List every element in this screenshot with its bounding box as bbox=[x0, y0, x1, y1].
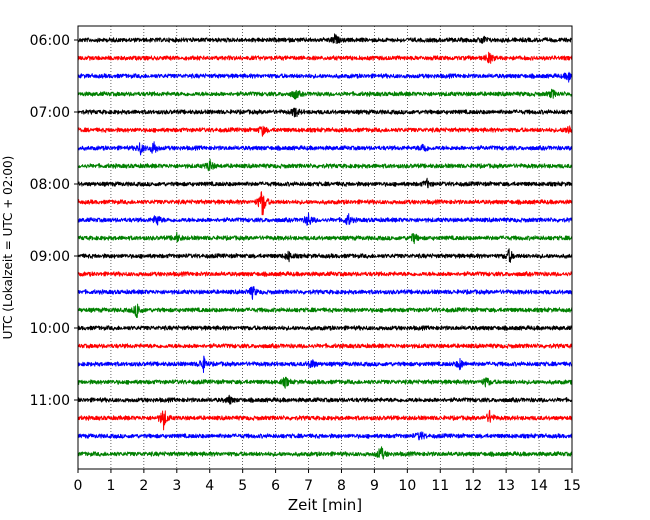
trace-1000 bbox=[77, 325, 573, 331]
x-tick-label: 2 bbox=[139, 478, 148, 494]
trace-1015 bbox=[77, 343, 573, 349]
y-tick-label: 10:00 bbox=[30, 321, 70, 337]
x-tick-label: 8 bbox=[337, 478, 346, 494]
x-axis-ticks: 0 1 2 3 4 5 6 7 8 9 10 11 12 13 14 15 bbox=[74, 469, 581, 494]
y-tick-label: 11:00 bbox=[30, 393, 70, 409]
x-tick-label: 6 bbox=[271, 478, 280, 494]
y-tick-label: 06:00 bbox=[30, 33, 70, 49]
x-tick-label: 3 bbox=[172, 478, 181, 494]
trace-0715 bbox=[77, 125, 573, 137]
x-axis-label: Zeit [min] bbox=[288, 496, 362, 514]
trace-0630 bbox=[77, 71, 573, 83]
trace-0600 bbox=[77, 33, 573, 44]
trace-0830 bbox=[77, 212, 573, 226]
vertical-gridlines bbox=[110, 26, 540, 469]
x-tick-label: 5 bbox=[238, 478, 247, 494]
x-tick-label: 10 bbox=[398, 478, 416, 494]
trace-0930 bbox=[77, 286, 573, 300]
x-tick-label: 14 bbox=[530, 478, 548, 494]
trace-1100 bbox=[77, 394, 573, 405]
y-tick-label: 07:00 bbox=[30, 105, 70, 121]
x-tick-label: 13 bbox=[497, 478, 515, 494]
x-tick-label: 12 bbox=[464, 478, 482, 494]
trace-0915 bbox=[77, 271, 573, 277]
trace-0800 bbox=[77, 177, 573, 189]
y-tick-label: 09:00 bbox=[30, 249, 70, 265]
trace-1030 bbox=[77, 355, 573, 373]
x-tick-label: 9 bbox=[370, 478, 379, 494]
x-tick-label: 1 bbox=[106, 478, 115, 494]
trace-1045 bbox=[77, 376, 573, 389]
x-tick-label: 11 bbox=[431, 478, 449, 494]
trace-0730 bbox=[77, 141, 573, 156]
y-axis-ticks: 06:00 07:00 08:00 09:00 10:00 11:00 bbox=[30, 33, 78, 409]
trace-0845 bbox=[77, 231, 573, 245]
trace-0615 bbox=[77, 51, 573, 64]
y-tick-label: 08:00 bbox=[30, 177, 70, 193]
x-tick-label: 0 bbox=[74, 478, 83, 494]
x-tick-label: 7 bbox=[304, 478, 313, 494]
trace-0945 bbox=[77, 303, 573, 318]
trace-0700 bbox=[77, 107, 573, 118]
trace-0745 bbox=[77, 158, 573, 172]
y-axis-label: UTC (Lokalzeit = UTC + 02:00) bbox=[1, 156, 15, 340]
trace-0815 bbox=[77, 191, 573, 216]
trace-1130 bbox=[77, 431, 573, 441]
trace-0645 bbox=[77, 88, 573, 100]
trace-lines bbox=[77, 33, 573, 460]
x-tick-label: 15 bbox=[563, 478, 581, 494]
x-tick-label: 4 bbox=[205, 478, 214, 494]
trace-1115 bbox=[77, 409, 573, 431]
plot-frame bbox=[77, 25, 573, 470]
trace-1145 bbox=[77, 446, 573, 460]
trace-0900 bbox=[77, 248, 573, 263]
